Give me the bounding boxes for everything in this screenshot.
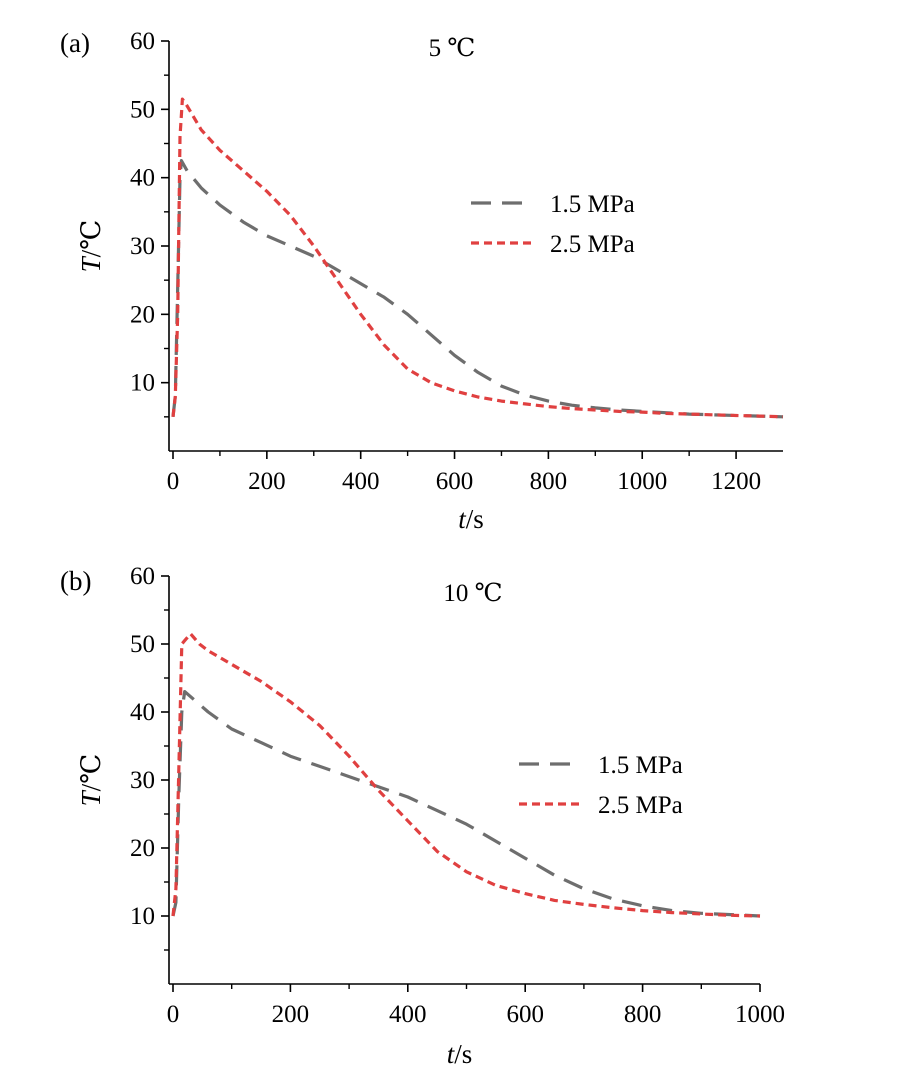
y-tick-label: 20 <box>130 301 155 328</box>
chart-title: 10 ℃ <box>443 580 502 607</box>
panel-label: (a) <box>60 28 90 58</box>
y-tick-label: 60 <box>130 563 155 590</box>
series-line-0 <box>171 159 784 419</box>
x-axis-title: t/s <box>458 504 484 534</box>
y-tick-label: 30 <box>130 767 155 794</box>
legend-label-1: 2.5 MPa <box>550 231 635 258</box>
x-axis-title-var: t <box>458 504 467 534</box>
x-tick-label: 400 <box>389 1001 427 1028</box>
x-tick-label: 0 <box>167 468 180 495</box>
y-axis-title-var: T <box>76 255 106 272</box>
x-tick-label: 400 <box>342 468 380 495</box>
x-tick-label: 1200 <box>711 468 761 495</box>
chart-title: 5 ℃ <box>429 35 476 62</box>
x-tick-label: 800 <box>530 468 568 495</box>
x-tick-label: 200 <box>248 468 286 495</box>
x-tick-label: 1000 <box>735 1001 785 1028</box>
x-tick-label: 0 <box>167 1001 180 1028</box>
y-tick-label: 60 <box>130 28 155 55</box>
y-axis-title-unit: /℃ <box>76 220 106 258</box>
y-tick-label: 10 <box>130 370 155 397</box>
x-tick-label: 600 <box>506 1001 544 1028</box>
y-tick-label: 40 <box>130 699 155 726</box>
y-axis-title-unit: /℃ <box>76 754 106 792</box>
y-axis-title: T/℃ <box>76 220 106 273</box>
legend-label-0: 1.5 MPa <box>598 752 683 779</box>
x-axis-title: t/s <box>447 1039 473 1069</box>
y-tick-label: 10 <box>130 903 155 930</box>
y-axis-title: T/℃ <box>76 754 106 807</box>
x-axis-title-unit: /s <box>454 1039 472 1069</box>
y-tick-label: 20 <box>130 835 155 862</box>
x-tick-label: 1000 <box>617 468 667 495</box>
y-tick-label: 30 <box>130 233 155 260</box>
series-line-1 <box>171 97 784 419</box>
y-tick-label: 50 <box>130 631 155 658</box>
series-line-1 <box>171 632 761 918</box>
y-axis-title-var: T <box>76 789 106 806</box>
x-tick-label: 800 <box>624 1001 662 1028</box>
series-line-0 <box>171 690 761 918</box>
x-axis-title-var: t <box>447 1039 456 1069</box>
y-tick-label: 50 <box>130 96 155 123</box>
panel-label: (b) <box>60 566 91 596</box>
x-axis-title-unit: /s <box>466 504 484 534</box>
y-tick-label: 40 <box>130 165 155 192</box>
legend-label-0: 1.5 MPa <box>550 191 635 218</box>
x-tick-label: 600 <box>436 468 474 495</box>
legend-label-1: 2.5 MPa <box>598 792 683 819</box>
x-tick-label: 200 <box>272 1001 310 1028</box>
